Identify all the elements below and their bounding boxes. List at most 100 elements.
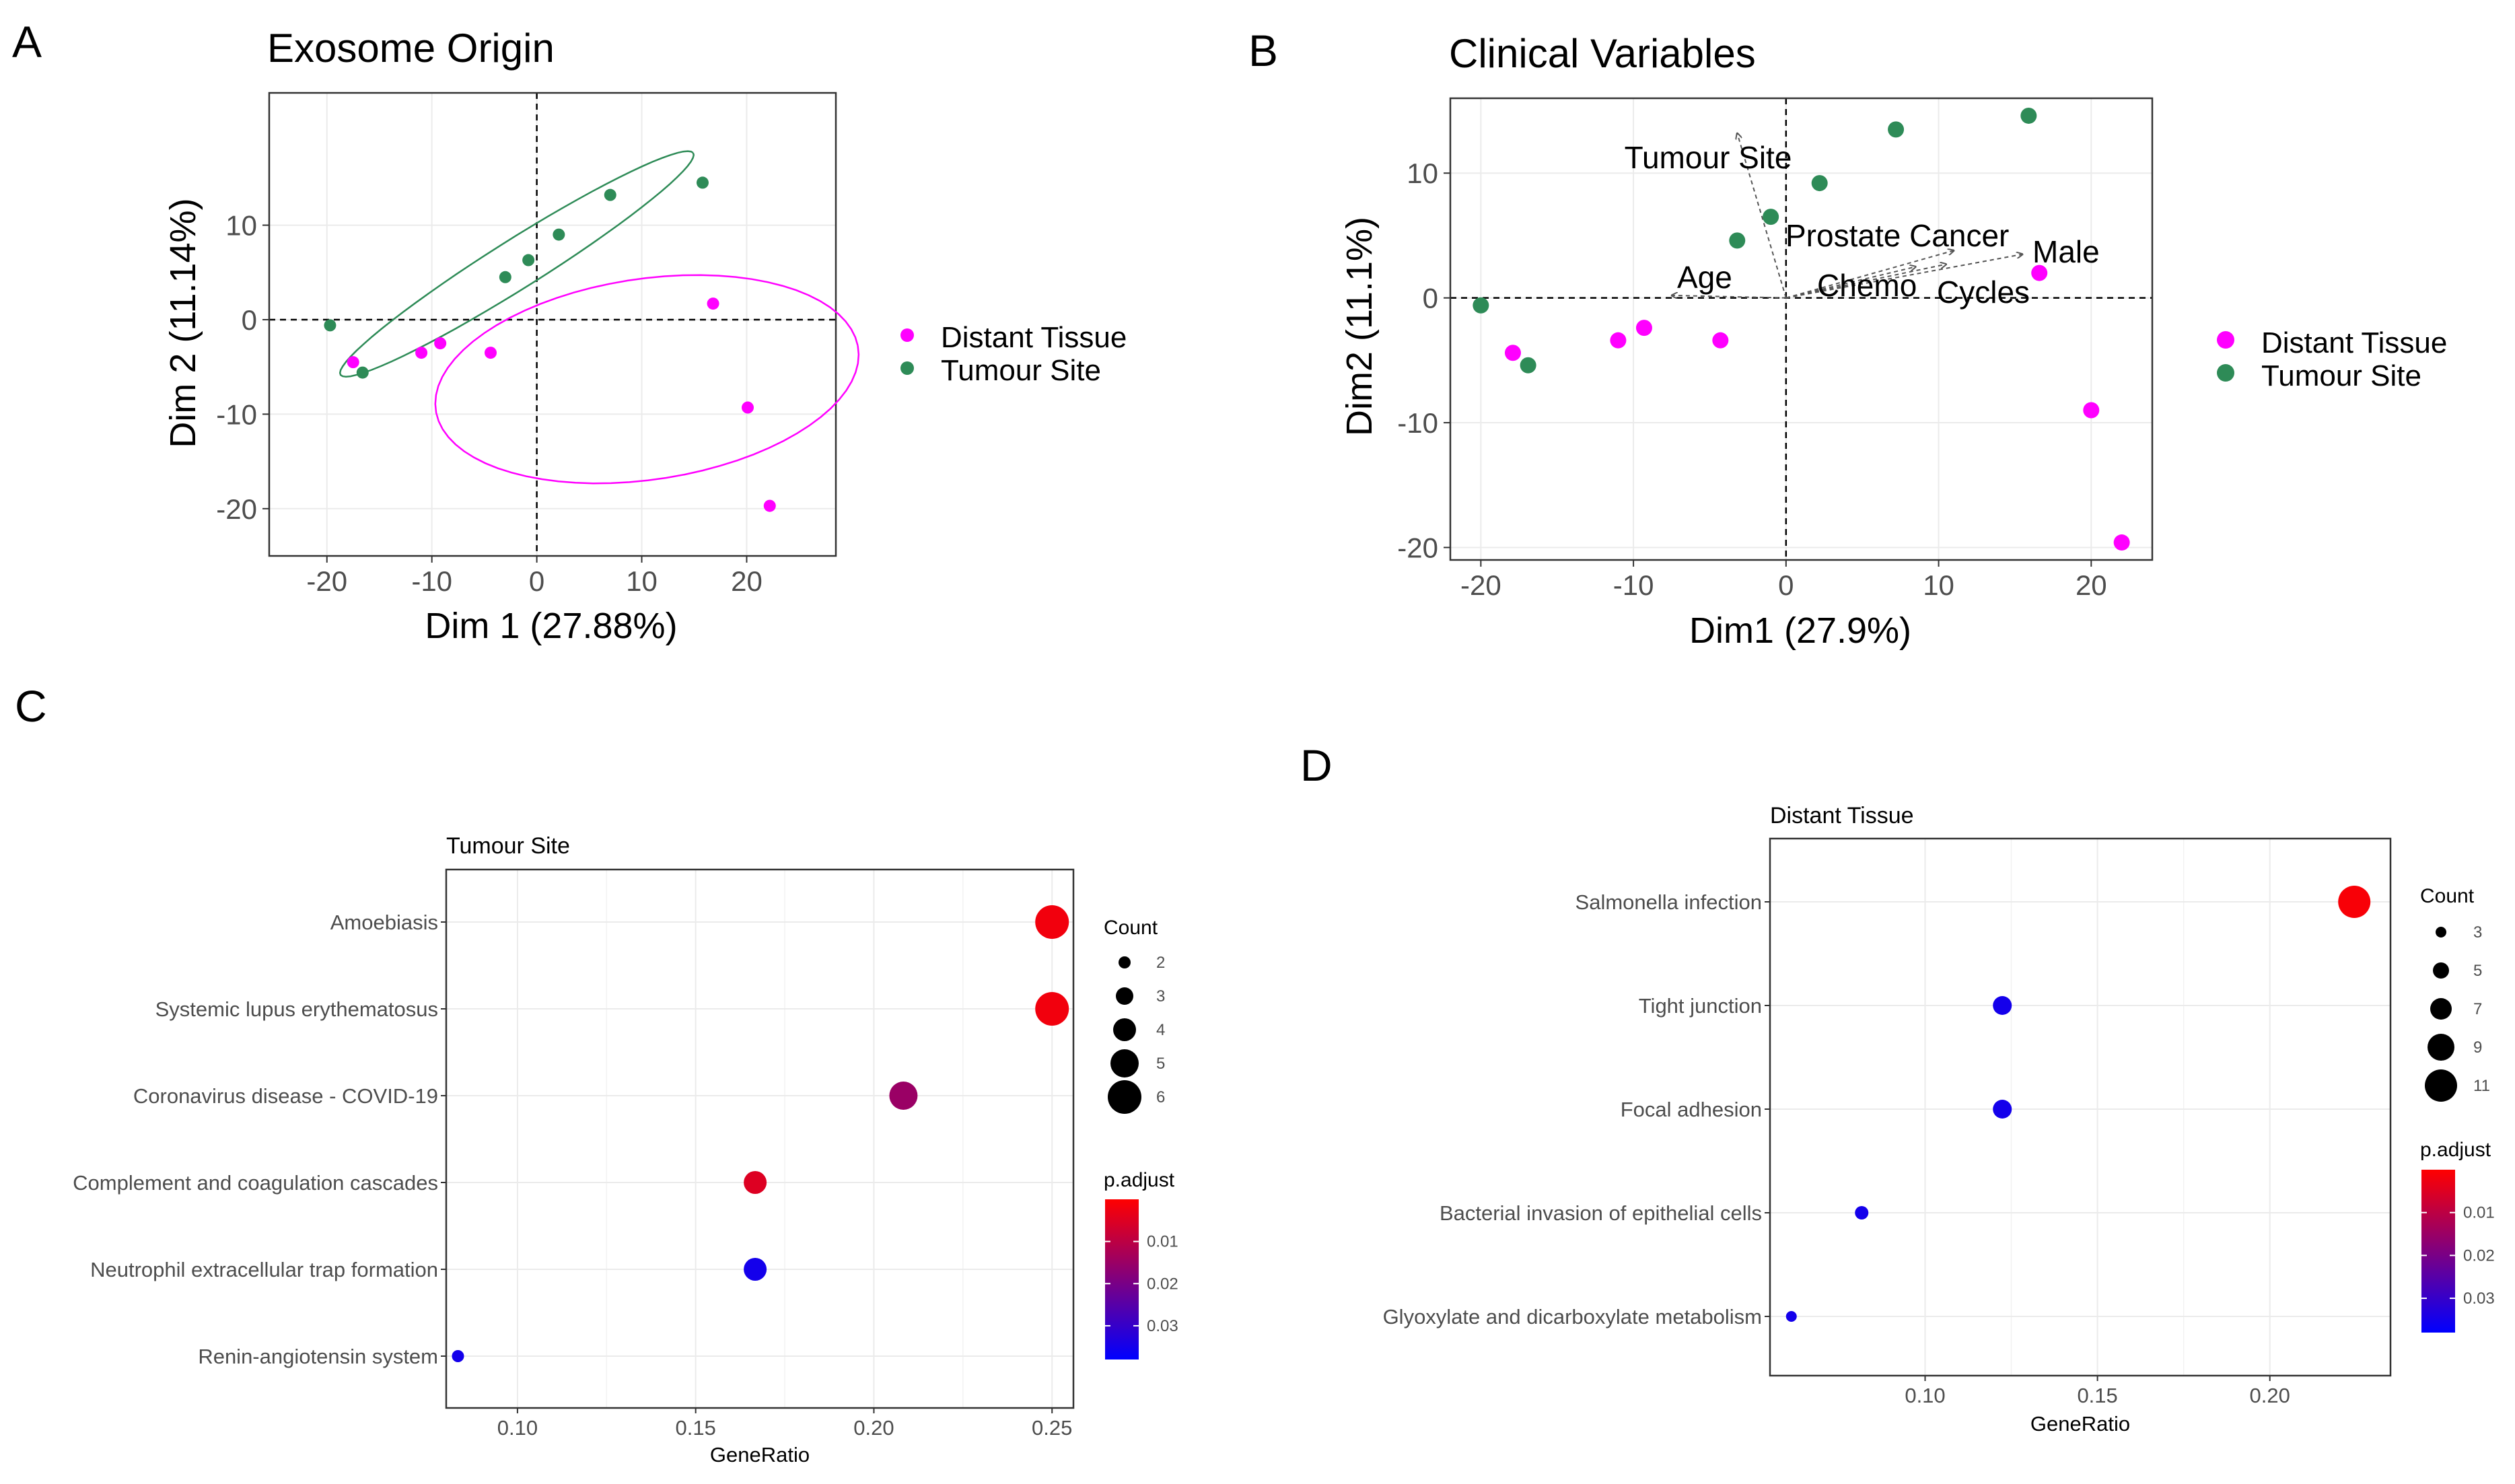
panel-c-category-label: Neutrophil extracellular trap formation	[90, 1258, 438, 1281]
panel-a-y-tick-label: -10	[216, 398, 257, 430]
panel-a-point-tumour	[553, 228, 565, 241]
panel-c-size-legend-label: 3	[1156, 987, 1165, 1005]
panel-b-arrow-label: Prostate Cancer	[1785, 218, 2009, 253]
panel-d-size-legend-label: 11	[2473, 1077, 2490, 1095]
legend-b-tumour-marker	[2217, 364, 2234, 382]
panel-d-dot	[1855, 1206, 1869, 1220]
panel-a-y-tick-label: -20	[216, 493, 257, 525]
panel-b-arrow-label: Cycles	[1937, 275, 2030, 310]
panel-c-dot	[452, 1350, 464, 1362]
panel-b-point-tumour	[1729, 232, 1746, 249]
panel-d-x-tick-label: 0.10	[1905, 1384, 1945, 1407]
legend-a-distant-label: Distant Tissue	[941, 321, 1127, 354]
panel-c-size-legend-label: 6	[1156, 1088, 1165, 1106]
panel-a-point-tumour	[324, 319, 336, 332]
panel-c-size-legend-dot	[1108, 1080, 1141, 1114]
panel-label-a: A	[12, 17, 42, 67]
panel-d-size-legend-dot	[2433, 962, 2449, 979]
panel-a-x-tick-label: -10	[411, 565, 452, 597]
panel-d-color-legend-bar	[2421, 1170, 2455, 1333]
panel-c-category-label: Renin-angiotensin system	[198, 1345, 438, 1368]
panel-c-color-legend-title: p.adjust	[1104, 1169, 1175, 1191]
panel-c-category-label: Coronavirus disease - COVID-19	[133, 1084, 438, 1108]
panel-b-loading-arrow	[1737, 133, 1787, 298]
panel-d-title: Distant Tissue	[1770, 803, 1914, 828]
panel-d-color-legend-label: 0.02	[2463, 1246, 2495, 1265]
panel-d-x-axis-label: GeneRatio	[2030, 1412, 2130, 1436]
panel-d-size-legend: Count 3 5 7 9 11	[2420, 885, 2490, 1102]
panel-b-legend: Distant Tissue Tumour Site	[2217, 326, 2447, 392]
panel-a-plot: -20 -10 0 10 20 -20 -10 0 10	[216, 92, 860, 597]
panel-a-point-distant	[347, 356, 359, 369]
panel-b-pca-clinical-variables: Clinical Variables -20 -10 0 10 20 -20 -10 0 10 T…	[1339, 31, 2447, 651]
panel-b-point-tumour	[2020, 107, 2037, 124]
panel-d-color-legend: p.adjust 0.01 0.02 0.03	[2420, 1139, 2495, 1333]
panel-b-x-axis-label: Dim1 (27.9%)	[1689, 610, 1911, 651]
panel-d-size-legend-label: 9	[2473, 1038, 2482, 1057]
panel-a-point-distant	[485, 347, 497, 359]
panel-b-loading-arrow	[1785, 264, 1946, 299]
panel-c-category-label: Complement and coagulation cascades	[73, 1171, 438, 1195]
panel-a-point-distant	[415, 347, 428, 359]
panel-a-legend: Distant Tissue Tumour Site	[900, 321, 1127, 387]
panel-d-dot	[2338, 886, 2371, 918]
legend-b-distant-label: Distant Tissue	[2261, 326, 2447, 359]
panel-d-enrichment-distant-tissue: Distant Tissue Salmonella infection Tight…	[1383, 803, 2495, 1436]
panel-a-point-distant	[763, 499, 776, 512]
panel-c-frame	[445, 868, 1075, 1409]
panel-b-point-tumour	[1763, 209, 1779, 225]
panel-a-y-tick-label: 10	[225, 210, 257, 242]
panel-b-arrow-label: Chemo	[1817, 268, 1917, 303]
panel-c-size-legend-dot	[1110, 1049, 1139, 1077]
panel-c-color-legend-bar	[1105, 1199, 1139, 1359]
panel-a-title: Exosome Origin	[267, 26, 555, 71]
panel-c-color-legend-label: 0.03	[1147, 1317, 1178, 1335]
panel-b-y-tick-label: 0	[1423, 283, 1438, 314]
panel-c-size-legend-dot	[1116, 987, 1133, 1005]
panel-b-arrow-label: Tumour Site	[1625, 140, 1792, 175]
panel-d-color-legend-title: p.adjust	[2420, 1139, 2491, 1161]
panel-b-y-tick-label: 10	[1407, 157, 1438, 189]
panel-b-point-distant	[1712, 332, 1729, 349]
panel-b-title: Clinical Variables	[1449, 31, 1756, 76]
panel-c-x-tick-label: 0.20	[853, 1416, 894, 1440]
panel-a-point-tumour	[604, 188, 616, 201]
panel-d-color-legend-label: 0.03	[2463, 1289, 2495, 1308]
legend-b-tumour-label: Tumour Site	[2261, 359, 2421, 392]
panel-c-x-axis-label: GeneRatio	[710, 1443, 810, 1467]
panel-a-point-distant	[742, 401, 754, 414]
panel-b-x-tick-label: 20	[2076, 569, 2107, 601]
panel-b-y-tick-label: -10	[1397, 407, 1438, 439]
panel-c-title: Tumour Site	[446, 833, 570, 859]
panel-b-loading-arrow	[1785, 254, 2022, 299]
panel-c-size-legend-title: Count	[1104, 917, 1158, 939]
panel-c-size-legend-dot	[1119, 956, 1131, 968]
panel-a-x-tick-label: 0	[529, 565, 544, 597]
panel-b-point-tumour	[1888, 121, 1905, 138]
panel-a-y-axis-label: Dim 2 (11.14%)	[163, 198, 203, 448]
panel-b-x-tick-label: -10	[1613, 569, 1654, 601]
panel-b-y-axis-label: Dim2 (11.1%)	[1339, 217, 1380, 436]
panel-b-point-distant	[1610, 332, 1627, 349]
panel-b-point-distant	[1635, 320, 1652, 337]
panel-d-size-legend-dot	[2430, 998, 2452, 1020]
legend-b-distant-marker	[2217, 331, 2234, 349]
panel-a-point-tumour	[356, 366, 369, 379]
panel-b-point-distant	[2083, 402, 2100, 419]
panel-d-category-label: Bacterial invasion of epithelial cells	[1440, 1201, 1762, 1225]
panel-d-size-legend-dot	[2428, 1034, 2454, 1061]
panel-c-dot	[744, 1258, 767, 1281]
panel-d-size-legend-label: 5	[2473, 962, 2482, 980]
panel-b-x-tick-label: -20	[1460, 569, 1501, 601]
panel-c-category-label: Systemic lupus erythematosus	[155, 997, 438, 1021]
panel-c-x-tick-label: 0.25	[1032, 1416, 1072, 1440]
panel-c-dot	[1035, 992, 1069, 1026]
panel-a-ellipse-tumour	[339, 150, 695, 378]
panel-a-point-tumour	[522, 254, 535, 267]
panel-c-size-legend-label: 4	[1156, 1021, 1165, 1039]
panel-c-x-tick-label: 0.10	[497, 1416, 538, 1440]
panel-c-dot	[744, 1171, 767, 1194]
panel-a-frame	[268, 92, 837, 557]
panel-c-color-legend: p.adjust 0.01 0.02 0.03	[1104, 1169, 1178, 1359]
panel-label-c: C	[15, 681, 47, 731]
